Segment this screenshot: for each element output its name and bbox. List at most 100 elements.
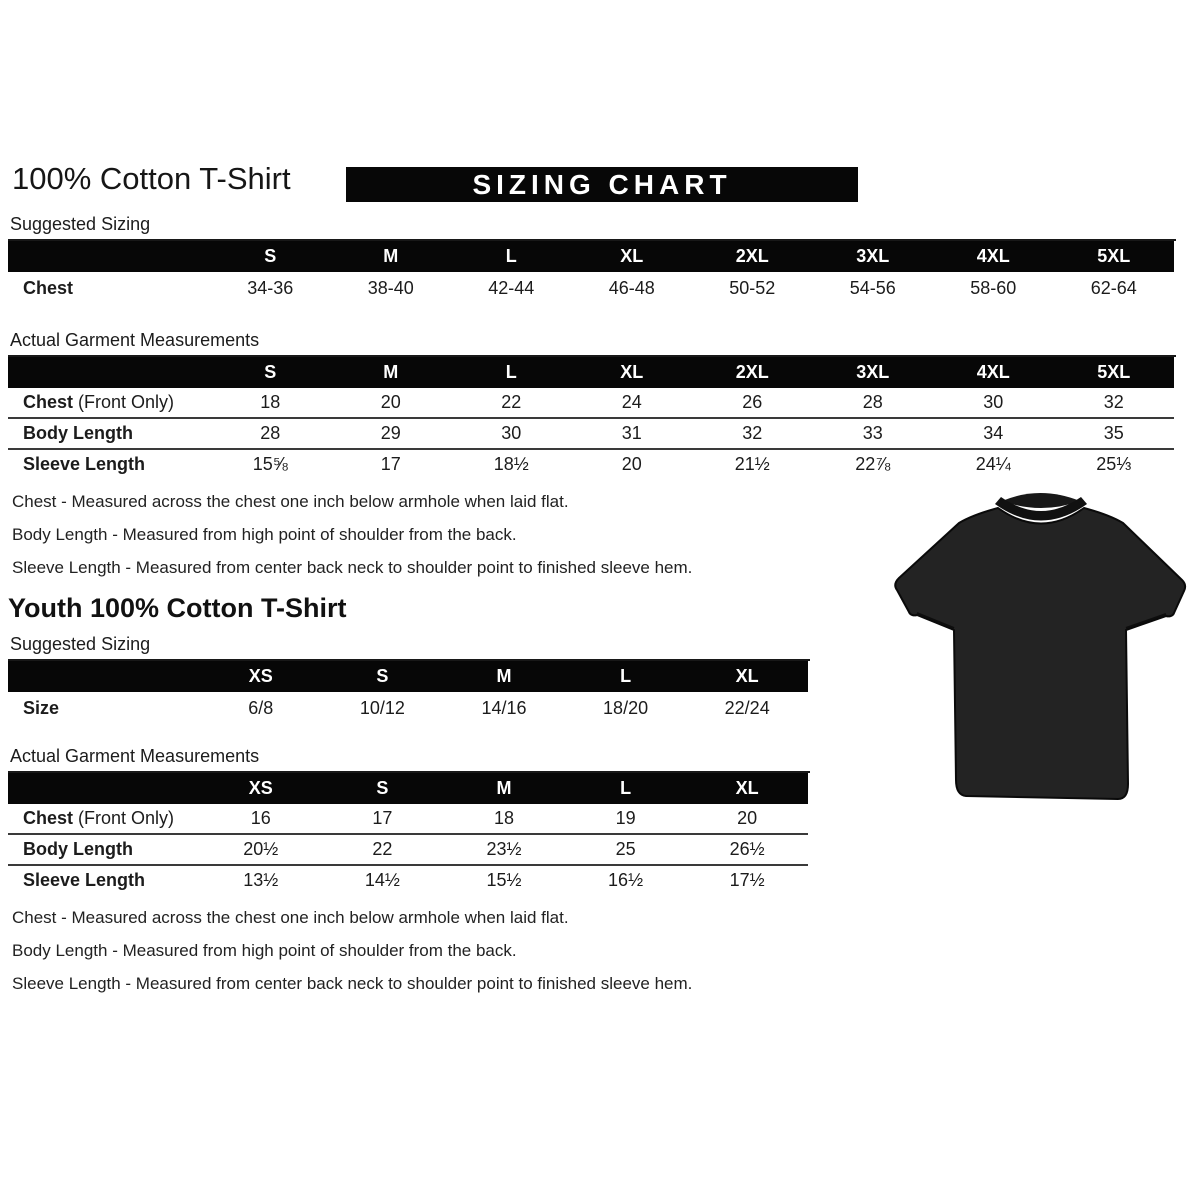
adult-measurement-notes: Chest - Measured across the chest one in…: [8, 492, 1176, 578]
table-header-empty-cell: [8, 357, 210, 388]
adult-suggested-sizing-table: S M L XL 2XL 3XL 4XL 5XL Chest 34-36 38-40 42-44 46-…: [8, 241, 1176, 304]
measurement-value: 29: [330, 418, 451, 450]
page-title: 100% Cotton T-Shirt: [12, 161, 291, 196]
size-column-header: M: [330, 241, 451, 272]
measurement-value: 17½: [729, 870, 765, 890]
size-column-header: 2XL: [692, 241, 813, 272]
size-column-header: M: [330, 357, 451, 388]
size-column-header: 3XL: [812, 357, 933, 388]
measurement-value: 22: [321, 834, 444, 866]
size-column-header: S: [210, 241, 331, 272]
sizing-chart-banner: SIZING CHART: [346, 167, 858, 202]
measurement-value: 34: [933, 418, 1054, 450]
adult-suggested-sizing-label: Suggested Sizing: [8, 214, 1176, 241]
adult-actual-measurements-label: Actual Garment Measurements: [8, 330, 1176, 357]
size-column-header: 5XL: [1053, 357, 1174, 388]
measurement-value: 34-36: [247, 277, 294, 298]
measurement-value: 18: [443, 804, 565, 835]
measurement-value: 24: [571, 388, 692, 419]
tshirt-body: [894, 507, 1187, 800]
table-header-empty-cell: [8, 773, 200, 804]
youth-actual-measurements-table: XS S M L XL Chest (Front Only) 16 17 18 19 20 Body …: [8, 773, 1176, 895]
measurement-value: 10/12: [359, 697, 405, 718]
youth-section-title: Youth 100% Cotton T-Shirt: [8, 593, 347, 623]
measurement-value: 28: [812, 388, 933, 419]
size-column-header: XL: [686, 661, 808, 692]
measurement-value: 16½: [608, 870, 644, 890]
size-column-header: XS: [200, 773, 322, 804]
measurement-value: 20: [621, 454, 642, 474]
measurement-value: 26: [692, 388, 813, 419]
size-column-header: XS: [200, 661, 322, 692]
row-label-main: Sleeve Length: [23, 870, 146, 890]
size-column-header: 4XL: [933, 357, 1054, 388]
row-label: Chest (Front Only): [8, 388, 210, 419]
measurement-value: 46-48: [608, 277, 655, 298]
table-header-row: S M L XL 2XL 3XL 4XL 5XL: [8, 241, 1174, 272]
tshirt-image: [894, 493, 1187, 800]
measurement-value: 32: [692, 418, 813, 450]
size-column-header: S: [321, 773, 444, 804]
measurement-value: 20: [330, 388, 451, 419]
size-column-header: XL: [686, 773, 808, 804]
size-column-header: 4XL: [933, 241, 1054, 272]
table-header-row: S M L XL 2XL 3XL 4XL 5XL: [8, 357, 1174, 388]
measurement-value: 62-64: [1090, 277, 1137, 298]
row-label: Body Length: [8, 418, 210, 450]
size-table: XS S M L XL Chest (Front Only) 16 17 18 19 20 Body …: [8, 773, 808, 895]
table-row: Sleeve Length 15⅝ 17 18½ 20 21½ 22⅞ 24¼ 25⅓: [8, 449, 1174, 479]
measurement-note: Chest - Measured across the chest one in…: [12, 492, 569, 511]
table-row: Chest (Front Only) 16 17 18 19 20: [8, 804, 808, 835]
measurement-value: 23½: [443, 834, 565, 866]
measurement-value: 13½: [243, 870, 279, 890]
measurement-value: 54-56: [849, 277, 896, 298]
table-header-empty-cell: [8, 661, 200, 692]
size-column-header: 3XL: [812, 241, 933, 272]
measurement-value: 38-40: [367, 277, 414, 298]
measurement-value: 18/20: [603, 697, 649, 718]
page-header: 100% Cotton T-Shirt SIZING CHART: [8, 160, 1176, 210]
measurement-value: 25: [564, 834, 687, 866]
size-table: S M L XL 2XL 3XL 4XL 5XL Chest (Front Only) 18 20 2…: [8, 357, 1174, 479]
measurement-value: 30: [933, 388, 1054, 419]
row-label-main: Chest: [23, 392, 74, 412]
size-column-header: L: [451, 241, 572, 272]
size-column-header: M: [443, 661, 565, 692]
measurement-value: 20½: [200, 834, 322, 866]
measurement-value: 17: [380, 454, 401, 474]
measurement-note: Body Length - Measured from high point o…: [12, 941, 517, 960]
row-label-main: Chest: [23, 808, 74, 828]
size-column-header: L: [564, 661, 687, 692]
measurement-value: 28: [210, 418, 331, 450]
measurement-value: 17: [321, 804, 444, 835]
size-column-header: M: [443, 773, 565, 804]
row-label-suffix: (Front Only): [73, 392, 175, 412]
measurement-value: 20: [686, 804, 808, 835]
size-column-header: XL: [571, 241, 692, 272]
size-table: S M L XL 2XL 3XL 4XL 5XL Chest 34-36 38-40 42-44 46-…: [8, 241, 1174, 304]
row-label-main: Sleeve Length: [23, 454, 146, 474]
youth-suggested-sizing-table: XS S M L XL Size 6/8 10/12 14/16 18/20 22/24: [8, 661, 1176, 724]
tshirt-back-collar: [1002, 493, 1080, 508]
measurement-value: 31: [571, 418, 692, 450]
table-header-row: XS S M L XL: [8, 773, 808, 804]
page-content: 100% Cotton T-Shirt SIZING CHART Suggest…: [8, 160, 1176, 1007]
size-column-header: S: [321, 661, 444, 692]
youth-actual-measurements-label: Actual Garment Measurements: [8, 746, 810, 773]
measurement-value: 26½: [686, 834, 808, 866]
size-column-header: L: [564, 773, 687, 804]
measurement-value: 16: [200, 804, 322, 835]
youth-measurement-notes: Chest - Measured across the chest one in…: [8, 908, 1176, 994]
measurement-value: 32: [1053, 388, 1174, 419]
measurement-value: 18: [210, 388, 331, 419]
measurement-value: 6/8: [248, 697, 274, 718]
row-label-main: Body Length: [23, 839, 133, 859]
measurement-value: 25⅓: [1096, 454, 1132, 474]
table-row: Size 6/8 10/12 14/16 18/20 22/24: [8, 692, 808, 724]
row-label: Chest (Front Only): [8, 804, 200, 835]
measurement-value: 18½: [493, 454, 529, 474]
measurement-value: 15⅝: [252, 454, 288, 474]
table-header-row: XS S M L XL: [8, 661, 808, 692]
measurement-value: 24¼: [975, 454, 1011, 474]
